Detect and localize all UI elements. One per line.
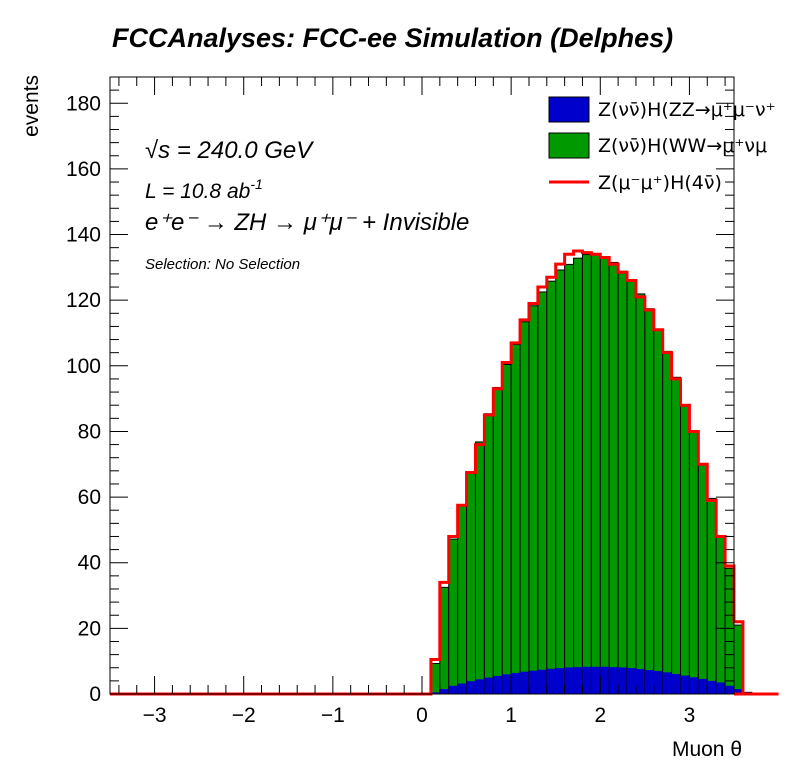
bar-zz-8 bbox=[502, 674, 512, 694]
bar-zz-7 bbox=[493, 675, 503, 694]
bar-zz-15 bbox=[564, 667, 574, 694]
x-tick-label: 0 bbox=[416, 704, 428, 727]
bar-ww-19 bbox=[599, 257, 610, 695]
y-tick-label: 120 bbox=[66, 289, 101, 312]
bar-ww-9 bbox=[510, 343, 521, 695]
bar-zz-33 bbox=[725, 685, 734, 694]
bar-zz-25 bbox=[653, 671, 663, 694]
legend-label-mumu: Z(μ⁻μ⁺)H(4ν̄) bbox=[598, 172, 722, 194]
y-tick-label: 100 bbox=[66, 355, 101, 378]
y-tick-label: 80 bbox=[78, 420, 101, 443]
x-tick-label: −2 bbox=[232, 704, 256, 727]
bar-zz-1 bbox=[439, 689, 449, 694]
step-line-mumu bbox=[110, 249, 779, 696]
x-tick-label: 1 bbox=[505, 704, 517, 727]
bar-zz-16 bbox=[573, 667, 583, 694]
bar-ww-25 bbox=[653, 329, 664, 695]
bar-zz-0 bbox=[430, 692, 440, 694]
bar-zz-31 bbox=[707, 680, 717, 694]
x-tick-label: −3 bbox=[143, 704, 167, 727]
y-tick-label: 160 bbox=[66, 158, 101, 181]
luminosity-exponent: -1 bbox=[250, 176, 262, 192]
x-tick-label: 3 bbox=[684, 704, 696, 727]
bar-zz-24 bbox=[644, 670, 654, 694]
bar-ww-20 bbox=[608, 261, 619, 695]
x-axis-label: Muon θ bbox=[672, 738, 742, 761]
bar-zz-12 bbox=[537, 669, 547, 694]
bar-ww-10 bbox=[519, 321, 530, 695]
bar-ww-23 bbox=[635, 293, 646, 695]
bar-ww-24 bbox=[644, 308, 655, 695]
bar-ww-16 bbox=[573, 257, 583, 695]
bar-zz-6 bbox=[484, 677, 494, 694]
legend-label-zz: Z(νν̄)H(ZZ→μ⁺μ⁻ν⁺ bbox=[598, 99, 776, 121]
bar-zz-18 bbox=[591, 666, 601, 694]
bar-zz-27 bbox=[671, 673, 681, 694]
bar-ww-7 bbox=[492, 386, 503, 695]
bar-zz-3 bbox=[457, 683, 467, 694]
series-layer bbox=[110, 249, 779, 696]
annotations: √s = 240.0 GeV L = 10.8 ab-1 e⁺e⁻ → ZH →… bbox=[145, 137, 469, 273]
bar-ww-27 bbox=[671, 376, 682, 695]
bar-zz-26 bbox=[662, 672, 672, 694]
bar-zz-34 bbox=[734, 689, 743, 694]
bar-zz-28 bbox=[680, 675, 690, 694]
bar-ww-22 bbox=[626, 280, 637, 695]
bar-zz-32 bbox=[716, 682, 726, 694]
y-axis-label: events bbox=[20, 75, 43, 137]
bar-zz-23 bbox=[635, 669, 645, 694]
bar-ww-28 bbox=[680, 405, 690, 695]
bar-zz-20 bbox=[609, 667, 619, 694]
bar-ww-21 bbox=[617, 270, 628, 695]
bar-ww-15 bbox=[564, 263, 575, 695]
legend-swatch-ww bbox=[548, 132, 590, 159]
x-tick-label: −1 bbox=[321, 704, 345, 727]
bar-ww-6 bbox=[483, 413, 494, 695]
bar-ww-8 bbox=[501, 363, 512, 695]
bar-ww-5 bbox=[474, 441, 485, 695]
y-tick-label: 0 bbox=[89, 683, 101, 706]
bar-zz-22 bbox=[627, 668, 636, 694]
y-tick-label: 180 bbox=[66, 92, 101, 115]
bar-ww-29 bbox=[688, 431, 699, 695]
selection-annotation: Selection: No Selection bbox=[145, 256, 300, 273]
x-tick-label: 2 bbox=[594, 704, 606, 727]
axes-layer: −3 −2 −1 0 1 2 3 0 20 40 60 80 100 120 140 160 180 bbox=[66, 76, 735, 727]
process-annotation: e⁺e⁻ → ZH → μ⁺μ⁻ + Invisible bbox=[145, 209, 469, 236]
bar-zz-11 bbox=[528, 670, 538, 694]
bar-ww-12 bbox=[537, 291, 548, 695]
bar-zz-9 bbox=[511, 672, 521, 694]
luminosity-prefix: L = 10.8 ab bbox=[145, 180, 251, 203]
legend-label-ww: Z(νν̄)H(WW→μ⁺νμ bbox=[598, 135, 767, 157]
y-tick-label: 40 bbox=[78, 552, 101, 575]
bar-zz-10 bbox=[520, 671, 529, 694]
bar-zz-30 bbox=[698, 678, 708, 694]
bar-zz-4 bbox=[466, 681, 476, 694]
bar-ww-26 bbox=[662, 350, 673, 695]
bar-zz-19 bbox=[600, 666, 610, 694]
luminosity-annotation: L = 10.8 ab-1 bbox=[145, 176, 263, 203]
y-tick-label: 140 bbox=[66, 224, 101, 247]
legend-swatch-zz bbox=[548, 96, 590, 123]
y-tick-label: 60 bbox=[78, 486, 101, 509]
bar-zz-2 bbox=[448, 685, 458, 694]
legend: Z(νν̄)H(ZZ→μ⁺μ⁻ν⁺ Z(νν̄)H(WW→μ⁺νμ Z(μ⁻μ⁺… bbox=[548, 96, 776, 194]
sqrt-s-annotation: √s = 240.0 GeV bbox=[145, 137, 314, 164]
bar-ww-13 bbox=[546, 280, 557, 695]
bar-zz-13 bbox=[546, 668, 556, 694]
bar-zz-21 bbox=[618, 667, 628, 694]
bar-ww-14 bbox=[555, 269, 566, 695]
y-tick-label: 20 bbox=[78, 617, 101, 640]
bar-ww-11 bbox=[528, 305, 539, 695]
bar-ww-18 bbox=[590, 253, 601, 695]
bar-ww-17 bbox=[581, 254, 592, 695]
chart-title: FCCAnalyses: FCC-ee Simulation (Delphes) bbox=[112, 23, 673, 53]
bar-zz-14 bbox=[555, 668, 565, 694]
bar-zz-29 bbox=[689, 677, 699, 694]
bar-zz-17 bbox=[582, 666, 592, 694]
bar-zz-5 bbox=[475, 679, 485, 694]
